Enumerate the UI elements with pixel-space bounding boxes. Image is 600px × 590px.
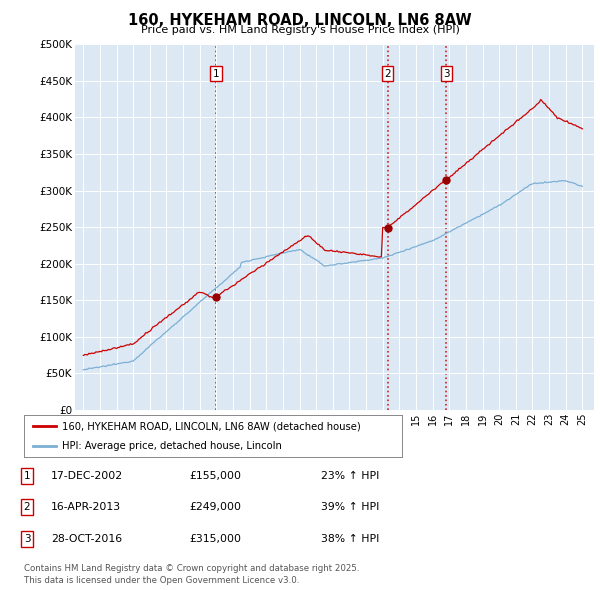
Text: 28-OCT-2016: 28-OCT-2016: [51, 534, 122, 543]
Text: 1: 1: [23, 471, 31, 481]
Text: £155,000: £155,000: [189, 471, 241, 481]
Text: 160, HYKEHAM ROAD, LINCOLN, LN6 8AW: 160, HYKEHAM ROAD, LINCOLN, LN6 8AW: [128, 13, 472, 28]
Text: 17-DEC-2002: 17-DEC-2002: [51, 471, 123, 481]
Text: 2: 2: [384, 68, 391, 78]
Text: 16-APR-2013: 16-APR-2013: [51, 503, 121, 512]
Text: 160, HYKEHAM ROAD, LINCOLN, LN6 8AW (detached house): 160, HYKEHAM ROAD, LINCOLN, LN6 8AW (det…: [62, 421, 361, 431]
Text: £249,000: £249,000: [189, 503, 241, 512]
Text: HPI: Average price, detached house, Lincoln: HPI: Average price, detached house, Linc…: [62, 441, 281, 451]
Text: 3: 3: [23, 534, 31, 543]
Text: 38% ↑ HPI: 38% ↑ HPI: [321, 534, 379, 543]
Text: 2: 2: [23, 503, 31, 512]
Text: Price paid vs. HM Land Registry's House Price Index (HPI): Price paid vs. HM Land Registry's House …: [140, 25, 460, 35]
Text: Contains HM Land Registry data © Crown copyright and database right 2025.
This d: Contains HM Land Registry data © Crown c…: [24, 564, 359, 585]
Text: 39% ↑ HPI: 39% ↑ HPI: [321, 503, 379, 512]
Text: £315,000: £315,000: [189, 534, 241, 543]
Text: 1: 1: [212, 68, 219, 78]
Text: 3: 3: [443, 68, 450, 78]
Text: 23% ↑ HPI: 23% ↑ HPI: [321, 471, 379, 481]
